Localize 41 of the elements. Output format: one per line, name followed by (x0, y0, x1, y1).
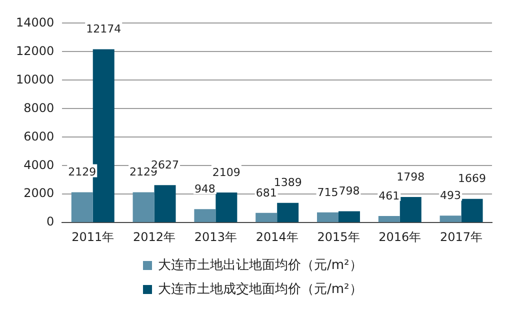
y-tick-label: 6000 (24, 129, 54, 144)
x-tick-label: 2015年 (317, 230, 360, 244)
bar (400, 196, 422, 222)
bar (194, 209, 216, 222)
data-label: 12174 (86, 22, 122, 36)
y-tick-label: 14000 (16, 15, 54, 30)
data-label: 1798 (396, 170, 425, 184)
data-label: 2109 (212, 166, 240, 179)
bar (440, 216, 462, 222)
x-tick-label: 2013年 (194, 230, 237, 244)
y-tick-label: 10000 (16, 72, 54, 86)
x-tick-label: 2016年 (378, 230, 422, 244)
x-tick-label: 2012年 (133, 230, 176, 244)
data-label: 2129 (68, 166, 96, 179)
data-label: 948 (194, 182, 216, 196)
bar (154, 185, 176, 222)
y-tick-label: 2000 (24, 186, 54, 200)
data-label: 681 (256, 186, 277, 200)
bar (71, 192, 93, 222)
data-label: 1669 (458, 172, 486, 186)
data-label: 715 (317, 186, 338, 199)
legend-label: 大连市土地出让地面均价（元/m²） (158, 257, 362, 274)
x-tick-label: 2011年 (72, 230, 114, 244)
bar (132, 192, 154, 222)
bar (461, 198, 483, 222)
bar (317, 212, 338, 222)
y-tick-label: 0 (46, 214, 54, 229)
bar (256, 212, 278, 222)
bar (378, 216, 400, 222)
bar (338, 211, 360, 222)
data-label: 798 (338, 184, 360, 198)
legend-label: 大连市土地成交地面均价（元/m²） (158, 281, 362, 298)
y-tick-label: 12000 (16, 44, 54, 58)
y-tick-label: 8000 (24, 100, 54, 115)
bar (277, 202, 299, 222)
x-tick-label: 2014年 (256, 230, 298, 244)
bar (216, 192, 238, 222)
data-label: 493 (440, 188, 462, 202)
y-tick-label: 4000 (24, 158, 54, 172)
data-label: 461 (378, 189, 400, 202)
x-tick-label: 2017年 (440, 230, 483, 244)
